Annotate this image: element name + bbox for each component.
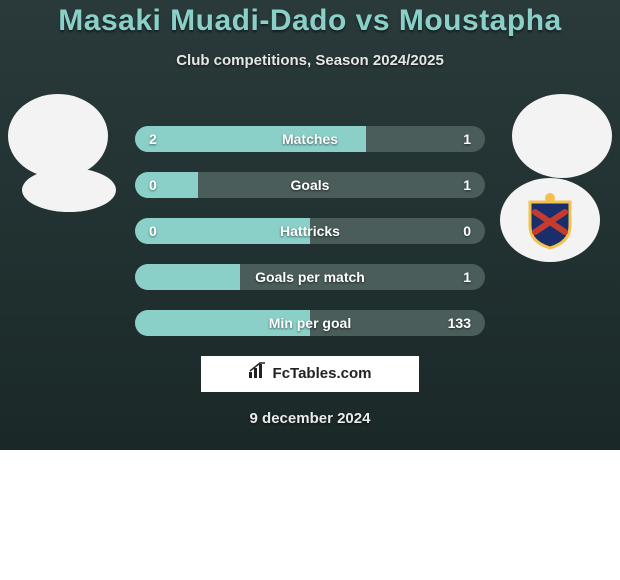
stat-bar-left: [135, 172, 198, 198]
stat-bar-left: [135, 310, 310, 336]
stat-row: 01Goals: [135, 172, 485, 198]
stat-value-left: 2: [149, 126, 157, 152]
stat-value-right: 1: [463, 264, 471, 290]
stats-card: Masaki Muadi-Dado vs Moustapha Club comp…: [0, 0, 620, 450]
player-right-avatar: [512, 94, 612, 178]
stat-value-left: 0: [149, 172, 157, 198]
stat-row: 133Min per goal: [135, 310, 485, 336]
stat-value-right: 1: [463, 172, 471, 198]
stat-value-left: 0: [149, 218, 157, 244]
stat-bar-left: [135, 264, 240, 290]
stat-row: 21Matches: [135, 126, 485, 152]
header: Masaki Muadi-Dado vs Moustapha Club comp…: [0, 0, 620, 69]
stat-value-right: 133: [448, 310, 471, 336]
brand-badge[interactable]: FcTables.com: [201, 356, 419, 392]
subtitle: Club competitions, Season 2024/2025: [0, 52, 620, 69]
shield-icon: [518, 188, 582, 252]
stat-value-right: 0: [463, 218, 471, 244]
team-right-crest: [500, 178, 600, 262]
brand-label: FcTables.com: [273, 365, 372, 382]
page-title: Masaki Muadi-Dado vs Moustapha: [0, 4, 620, 38]
stat-row: 1Goals per match: [135, 264, 485, 290]
stat-value-right: 1: [463, 126, 471, 152]
stat-row: 00Hattricks: [135, 218, 485, 244]
bars-icon: [249, 356, 267, 392]
date-label: 9 december 2024: [0, 410, 620, 427]
stats-list: 21Matches01Goals00Hattricks1Goals per ma…: [135, 126, 485, 356]
stat-bar-left: [135, 126, 366, 152]
stat-bar-left: [135, 218, 310, 244]
team-left-crest: [22, 168, 116, 212]
player-left-avatar: [8, 94, 108, 178]
